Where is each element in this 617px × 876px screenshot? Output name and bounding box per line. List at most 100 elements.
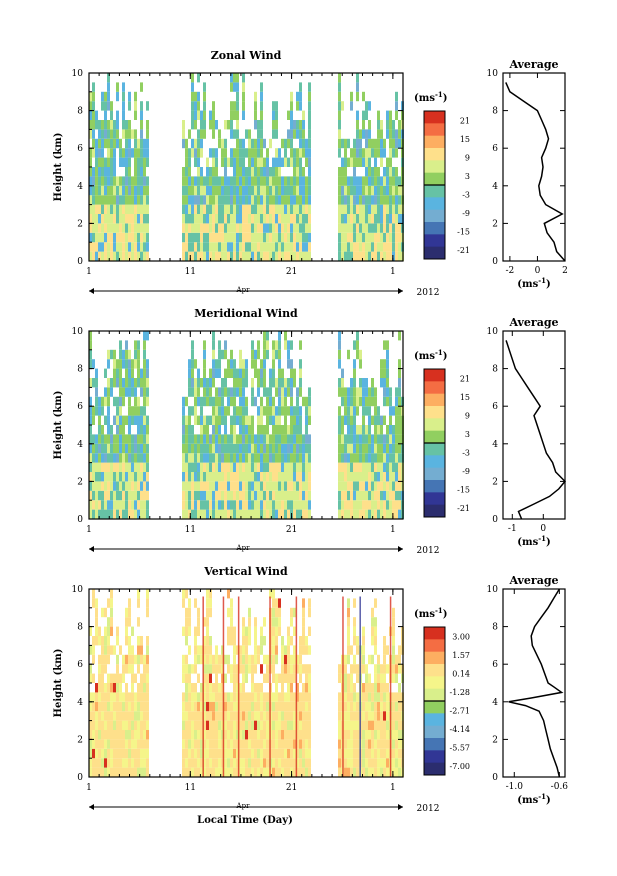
heatmap-cell xyxy=(242,82,245,92)
heatmap-cell xyxy=(290,758,293,768)
heatmap-cell xyxy=(209,500,212,510)
heatmap-cell xyxy=(89,232,92,243)
heatmap-cell xyxy=(89,340,92,350)
heatmap-cell xyxy=(134,340,137,350)
heatmap-cell xyxy=(200,645,203,655)
heatmap-cell xyxy=(254,500,257,510)
heatmap-cell xyxy=(347,396,350,407)
heatmap-cell xyxy=(260,368,263,378)
heatmap-cell xyxy=(395,767,398,777)
heatmap-cell xyxy=(257,683,260,693)
heatmap-cell xyxy=(110,500,113,510)
heatmap-cell xyxy=(116,664,119,674)
heatmap-cell xyxy=(107,406,110,416)
heatmap-cell xyxy=(293,368,296,378)
heatmap-cell xyxy=(287,626,290,636)
heatmap-cell xyxy=(350,101,353,111)
heatmap-cell xyxy=(92,129,95,139)
heatmap-cell xyxy=(98,626,101,636)
heatmap-cell xyxy=(125,748,128,759)
heatmap-cell xyxy=(110,434,113,444)
heatmap-cell xyxy=(98,654,101,665)
heatmap-cell xyxy=(215,204,218,214)
heatmap-cell xyxy=(203,110,206,120)
heatmap-cell xyxy=(146,378,149,388)
heatmap-cell xyxy=(260,129,263,139)
heatmap-cell xyxy=(215,490,218,501)
heatmap-cell xyxy=(104,490,107,501)
heatmap-cell xyxy=(131,472,134,482)
heatmap-cell xyxy=(203,434,206,444)
heatmap-cell xyxy=(131,129,134,139)
heatmap-cell xyxy=(146,645,149,655)
heatmap-cell xyxy=(101,730,104,740)
heatmap-cell xyxy=(356,120,359,130)
colorbar-segment xyxy=(424,123,445,137)
heatmap-cell xyxy=(395,425,398,435)
heatmap-cell xyxy=(182,730,185,740)
heatmap-cell xyxy=(260,720,263,730)
heatmap-cell xyxy=(197,176,200,186)
heatmap-cell xyxy=(374,490,377,501)
heatmap-cell xyxy=(383,443,386,454)
y-axis-label: Height (km) xyxy=(53,391,64,460)
heatmap-cell xyxy=(101,509,104,519)
heatmap-cell xyxy=(185,692,188,702)
heatmap-cell xyxy=(398,462,401,472)
heatmap-cell xyxy=(95,509,98,519)
heatmap-cell xyxy=(398,406,401,416)
heatmap-cell xyxy=(140,472,143,482)
heatmap-cell xyxy=(212,453,215,463)
heatmap-cell xyxy=(278,758,281,768)
heatmap-cell xyxy=(248,232,251,243)
heatmap-cell xyxy=(278,701,281,712)
heatmap-cell xyxy=(122,387,125,397)
heatmap-cell xyxy=(116,204,119,214)
heatmap-cell xyxy=(278,509,281,519)
heatmap-cell xyxy=(383,711,386,721)
y-tick-label: 10 xyxy=(72,585,84,595)
heatmap-cell xyxy=(284,481,287,491)
heatmap-cell xyxy=(191,711,194,721)
month-arrow-left xyxy=(89,804,94,810)
heatmap-cell xyxy=(368,683,371,693)
heatmap-cell xyxy=(128,730,131,740)
heatmap-cell xyxy=(269,176,272,186)
heatmap-cell xyxy=(281,443,284,454)
heatmap-cell xyxy=(95,472,98,482)
heatmap-cell xyxy=(125,434,128,444)
heatmap-cell xyxy=(119,406,122,416)
unit-close: ) xyxy=(546,537,551,548)
heatmap-cell xyxy=(386,443,389,454)
heatmap-cell xyxy=(101,425,104,435)
heatmap-cell xyxy=(386,767,389,777)
heatmap-cell xyxy=(191,406,194,416)
heatmap-cell xyxy=(143,730,146,740)
heatmap-cell xyxy=(254,359,257,369)
heatmap-cell xyxy=(389,242,392,252)
heatmap-cell xyxy=(185,617,188,627)
heatmap-cell xyxy=(230,500,233,510)
heatmap-cell xyxy=(209,472,212,482)
heatmap-cell xyxy=(110,701,113,712)
heatmap-cell xyxy=(236,758,239,768)
heatmap-cell xyxy=(146,701,149,712)
heatmap-cell xyxy=(188,626,191,636)
heatmap-cell xyxy=(137,204,140,214)
heatmap-cell xyxy=(392,720,395,730)
heatmap-cell xyxy=(383,654,386,665)
heatmap-cell xyxy=(275,340,278,350)
heatmap-cell xyxy=(197,509,200,519)
heatmap-cell xyxy=(281,692,284,702)
heatmap-cell xyxy=(227,636,230,646)
heatmap-cell xyxy=(236,767,239,777)
heatmap-cell xyxy=(299,359,302,369)
heatmap-cell xyxy=(296,101,299,111)
heatmap-cell xyxy=(281,490,284,501)
heatmap-cell xyxy=(395,434,398,444)
x-tick-label: 1 xyxy=(86,783,92,793)
heatmap-cell xyxy=(299,368,302,378)
heatmap-cell xyxy=(197,626,200,636)
heatmap-cell xyxy=(188,509,191,519)
heatmap-cell xyxy=(296,683,299,693)
